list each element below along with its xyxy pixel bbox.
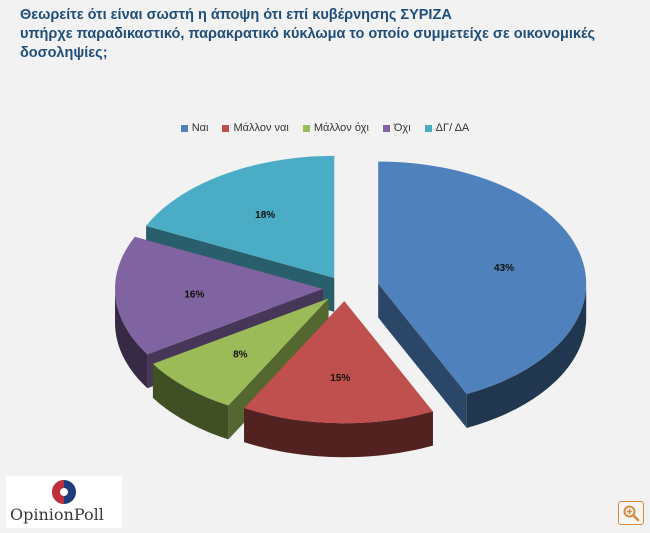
legend-item: ΔΓ/ ΔΑ [424, 122, 470, 134]
title-line-1: Θεωρείτε ότι είναι σωστή η άποψη ότι επί… [20, 7, 452, 23]
legend-item: Ναι [180, 122, 209, 134]
slice-wall [378, 283, 467, 428]
opinionpoll-logo: OpinionPoll [6, 476, 122, 528]
slice-side [152, 363, 229, 440]
logo-mark [52, 480, 76, 504]
legend-swatch [180, 124, 188, 132]
slice-side [466, 283, 587, 428]
title-line-2: υπήρχε παραδικαστικό, παρακρατικό κύκλωμ… [20, 26, 596, 42]
pie-tops [115, 155, 587, 424]
legend-label: Μάλλον ναι [233, 122, 289, 134]
pie-labels: 43% 15% 8% 16% 18% [184, 210, 514, 384]
legend-label: Μάλλον όχι [313, 122, 369, 134]
title-line-3: δοσοληψίες; [20, 45, 108, 61]
zoom-glyph [623, 505, 640, 522]
zoom-in-icon[interactable] [618, 501, 644, 525]
data-label: 16% [184, 290, 204, 301]
legend-label: Ναι [191, 122, 209, 134]
slice-mallon-ochi [152, 298, 329, 406]
legend-swatch [222, 124, 230, 132]
slice-nai [378, 161, 587, 394]
data-label: 15% [330, 373, 350, 384]
slice-dg-da [146, 155, 335, 278]
legend-label: Όχι [393, 122, 411, 134]
slice-ochi [115, 236, 324, 355]
data-label: 8% [233, 350, 248, 361]
chart-legend: Ναι Μάλλον ναι Μάλλον όχι Όχι ΔΓ/ ΔΑ [0, 122, 650, 134]
slice-side [115, 288, 148, 389]
data-label: 18% [255, 210, 275, 221]
legend-item: Μάλλον ναι [222, 122, 289, 134]
legend-item: Όχι [382, 122, 411, 134]
legend-swatch [424, 124, 432, 132]
legend-item: Μάλλον όχι [302, 122, 369, 134]
slice-mallon-nai [244, 301, 433, 424]
slice-side [244, 408, 433, 458]
legend-swatch [382, 124, 390, 132]
legend-swatch [302, 124, 310, 132]
logo-text: OpinionPoll [10, 505, 104, 524]
chart-title: Θεωρείτε ότι είναι σωστή η άποψη ότι επί… [20, 6, 632, 63]
legend-label: ΔΓ/ ΔΑ [435, 122, 470, 134]
data-label: 43% [494, 263, 514, 274]
